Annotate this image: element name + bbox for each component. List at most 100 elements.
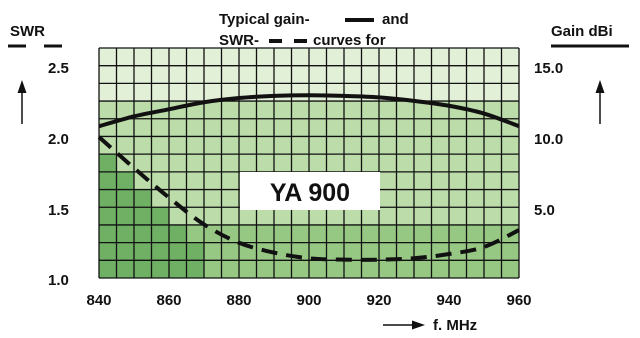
grid-cell bbox=[379, 136, 397, 155]
grid-cell bbox=[291, 207, 309, 225]
grid-cell bbox=[484, 189, 502, 208]
x-tick-940: 940 bbox=[436, 292, 461, 309]
grid-cell bbox=[484, 136, 502, 155]
grid-cell bbox=[414, 65, 432, 84]
grid-cell bbox=[309, 136, 327, 155]
grid-cell bbox=[449, 189, 467, 208]
grid-cell bbox=[396, 101, 414, 119]
grid-cell bbox=[414, 189, 432, 208]
grid-cell bbox=[449, 260, 467, 278]
y-axis-left-label: SWR bbox=[10, 23, 45, 40]
grid-cell bbox=[484, 207, 502, 225]
grid-cell bbox=[501, 171, 519, 190]
grid-cell bbox=[484, 171, 502, 190]
grid-cell bbox=[221, 207, 239, 225]
grid-cell bbox=[326, 83, 344, 102]
grid-cell bbox=[221, 118, 239, 137]
grid-cell bbox=[379, 118, 397, 137]
grid-cell bbox=[344, 136, 362, 155]
grid-cell bbox=[501, 48, 519, 66]
grid-cell bbox=[239, 101, 257, 119]
grid-cell bbox=[204, 224, 222, 243]
x-tick-860: 860 bbox=[156, 292, 181, 309]
grid-cell bbox=[151, 48, 169, 66]
grid-cell bbox=[186, 171, 204, 190]
grid-cell bbox=[466, 48, 484, 66]
x-tick-840: 840 bbox=[86, 292, 111, 309]
grid-cell bbox=[449, 154, 467, 172]
grid-cell bbox=[361, 154, 379, 172]
y-tick-right-5.0: 5.0 bbox=[534, 202, 555, 219]
grid-cell bbox=[204, 207, 222, 225]
grid-cell bbox=[169, 65, 187, 84]
y-tick-left-1.5: 1.5 bbox=[48, 202, 69, 219]
grid-cell bbox=[414, 207, 432, 225]
grid-cell bbox=[116, 118, 134, 137]
grid-cell bbox=[151, 118, 169, 137]
grid-cell bbox=[151, 171, 169, 190]
grid-cell bbox=[309, 65, 327, 84]
grid-cell bbox=[431, 260, 449, 278]
grid-cell bbox=[134, 171, 152, 190]
grid-cell bbox=[186, 189, 204, 208]
grid-cell bbox=[239, 48, 257, 66]
grid-cell bbox=[221, 48, 239, 66]
grid-cell bbox=[186, 136, 204, 155]
grid-cell bbox=[99, 207, 117, 225]
grid-cell bbox=[274, 118, 292, 137]
title-swr-text: SWR- bbox=[219, 32, 259, 49]
grid-cell bbox=[414, 118, 432, 137]
grid-cell bbox=[396, 83, 414, 102]
grid-cell bbox=[309, 118, 327, 137]
curves bbox=[97, 93, 520, 262]
grid-cell bbox=[501, 83, 519, 102]
grid-cell bbox=[449, 242, 467, 261]
grid-cell bbox=[204, 65, 222, 84]
grid-cell bbox=[414, 136, 432, 155]
grid-cell bbox=[151, 154, 169, 172]
grid-cell bbox=[501, 189, 519, 208]
grid-cell bbox=[274, 83, 292, 102]
grid-cell bbox=[396, 118, 414, 137]
grid-cell bbox=[291, 224, 309, 243]
grid-cell bbox=[414, 260, 432, 278]
grid-cell bbox=[186, 154, 204, 172]
grid-cell bbox=[116, 189, 134, 208]
grid-cell bbox=[291, 65, 309, 84]
grid-cell bbox=[414, 101, 432, 119]
grid-cell bbox=[239, 154, 257, 172]
y-tick-left-1.0: 1.0 bbox=[48, 272, 69, 289]
y-tick-right-15.0: 15.0 bbox=[534, 60, 563, 77]
x-tick-920: 920 bbox=[366, 292, 391, 309]
grid-cell bbox=[326, 136, 344, 155]
grid-cell bbox=[169, 154, 187, 172]
grid-cell bbox=[99, 101, 117, 119]
grid-cell bbox=[186, 65, 204, 84]
grid-cell bbox=[431, 118, 449, 137]
grid-cell bbox=[309, 242, 327, 261]
grid-cell bbox=[291, 48, 309, 66]
grid-cell bbox=[326, 118, 344, 137]
grid-cell bbox=[134, 189, 152, 208]
grid-cell bbox=[116, 101, 134, 119]
grid-cell bbox=[344, 224, 362, 243]
grid-cell bbox=[344, 48, 362, 66]
grid-cell bbox=[204, 260, 222, 278]
grid-cell bbox=[466, 224, 484, 243]
grid-cell bbox=[116, 242, 134, 261]
x-tick-900: 900 bbox=[296, 292, 321, 309]
grid-cell bbox=[99, 242, 117, 261]
grid-cell bbox=[396, 207, 414, 225]
grid-cell bbox=[134, 136, 152, 155]
grid-cell bbox=[256, 207, 274, 225]
grid-cell bbox=[396, 224, 414, 243]
grid-cell bbox=[309, 224, 327, 243]
grid-cell bbox=[309, 260, 327, 278]
grid-cell bbox=[204, 83, 222, 102]
grid-cell bbox=[466, 171, 484, 190]
grid-cell bbox=[361, 136, 379, 155]
grid-cell bbox=[431, 154, 449, 172]
grid-cell bbox=[151, 83, 169, 102]
grid-cell bbox=[501, 242, 519, 261]
